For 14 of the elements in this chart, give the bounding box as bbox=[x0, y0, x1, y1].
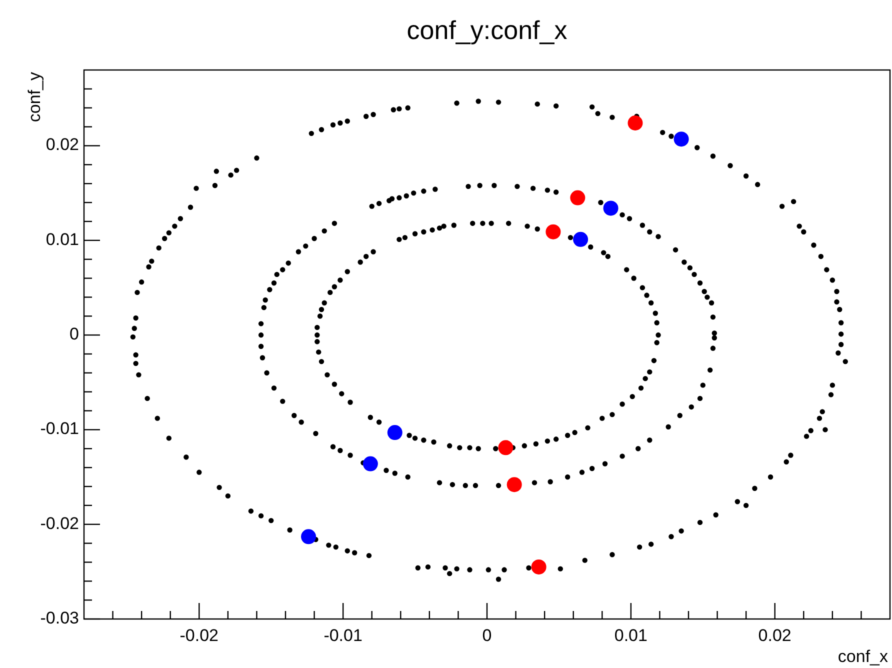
x-tick-label: -0.01 bbox=[324, 626, 362, 645]
y-tick-label: -0.01 bbox=[40, 419, 79, 438]
y-tick-label: -0.03 bbox=[40, 608, 79, 628]
y-tick-label: 0.01 bbox=[46, 230, 79, 249]
y-tick-label: 0 bbox=[70, 324, 79, 344]
y-tick-label: -0.02 bbox=[40, 514, 79, 533]
x-tick-label: 0 bbox=[482, 626, 492, 645]
chart-title: conf_y:conf_x bbox=[406, 14, 568, 45]
x-axis-title: conf_x bbox=[838, 647, 888, 666]
y-axis-title: conf_y bbox=[25, 72, 44, 122]
x-tick-label: 0.02 bbox=[758, 626, 792, 645]
x-tick-label: 0.01 bbox=[614, 626, 648, 645]
y-tick-label: 0.02 bbox=[46, 135, 79, 154]
x-tick-label: -0.02 bbox=[180, 626, 219, 645]
